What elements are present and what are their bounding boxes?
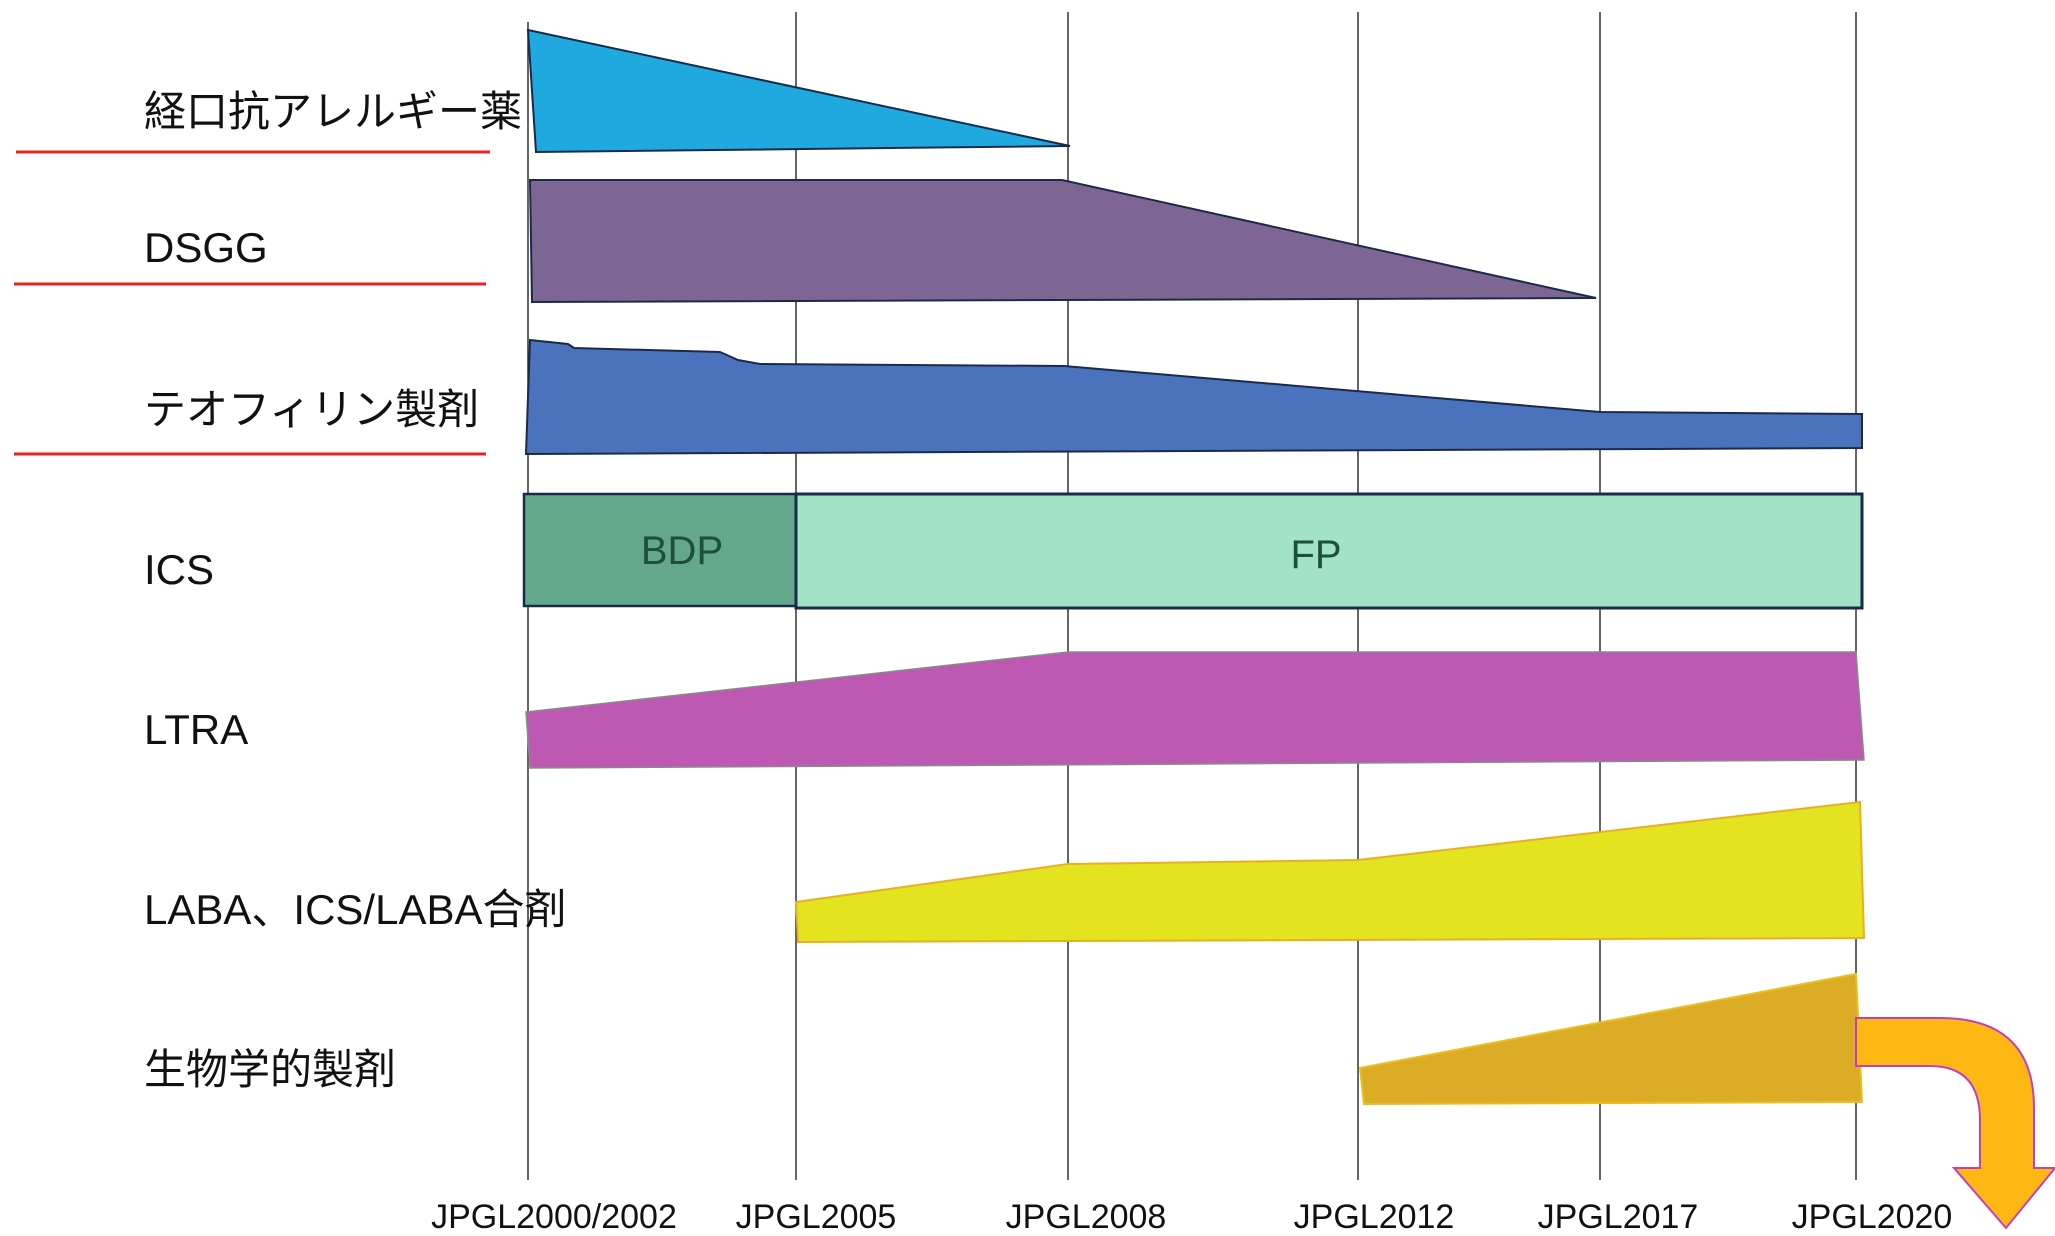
- x-axis: JPGL2000/2002 JPGL2005 JPGL2008 JPGL2012…: [431, 1198, 1952, 1236]
- row-label-theophylline: テオフィリン製剤: [144, 386, 479, 433]
- band-laba: [794, 800, 1866, 944]
- row-label-laba: LABA、ICS/LABA合剤: [144, 886, 566, 933]
- row-labels: 経口抗アレルギー薬 DSGG テオフィリン製剤 ICS LTRA LABA、IC…: [144, 88, 566, 1093]
- ics-segment-label-bdp: BDP: [641, 529, 723, 573]
- tick-label-2008: JPGL2008: [1006, 1198, 1167, 1236]
- band-dsgg: [528, 179, 1597, 304]
- row-label-biologics: 生物学的製剤: [144, 1046, 396, 1093]
- row-label-ltra: LTRA: [144, 706, 248, 753]
- row-label-ics: ICS: [144, 546, 214, 593]
- bend-down-arrow-icon: [1855, 1017, 2055, 1230]
- band-biologics: [1358, 972, 1864, 1106]
- tick-label-2012: JPGL2012: [1294, 1198, 1455, 1236]
- tick-label-2017: JPGL2017: [1538, 1198, 1699, 1236]
- tick-label-2020: JPGL2020: [1792, 1198, 1953, 1236]
- band-oral-antiallergic: [526, 28, 1071, 154]
- band-ltra: [525, 651, 1865, 769]
- tick-label-2000-2002: JPGL2000/2002: [431, 1198, 677, 1236]
- band-ics-fp: [794, 492, 1864, 610]
- tick-label-2005: JPGL2005: [736, 1198, 897, 1236]
- row-label-dsgg: DSGG: [144, 224, 268, 271]
- ics-segment-label-fp: FP: [1290, 533, 1341, 577]
- band-theophylline: [524, 338, 1863, 456]
- row-label-oral-antiallergic: 経口抗アレルギー薬: [144, 88, 522, 135]
